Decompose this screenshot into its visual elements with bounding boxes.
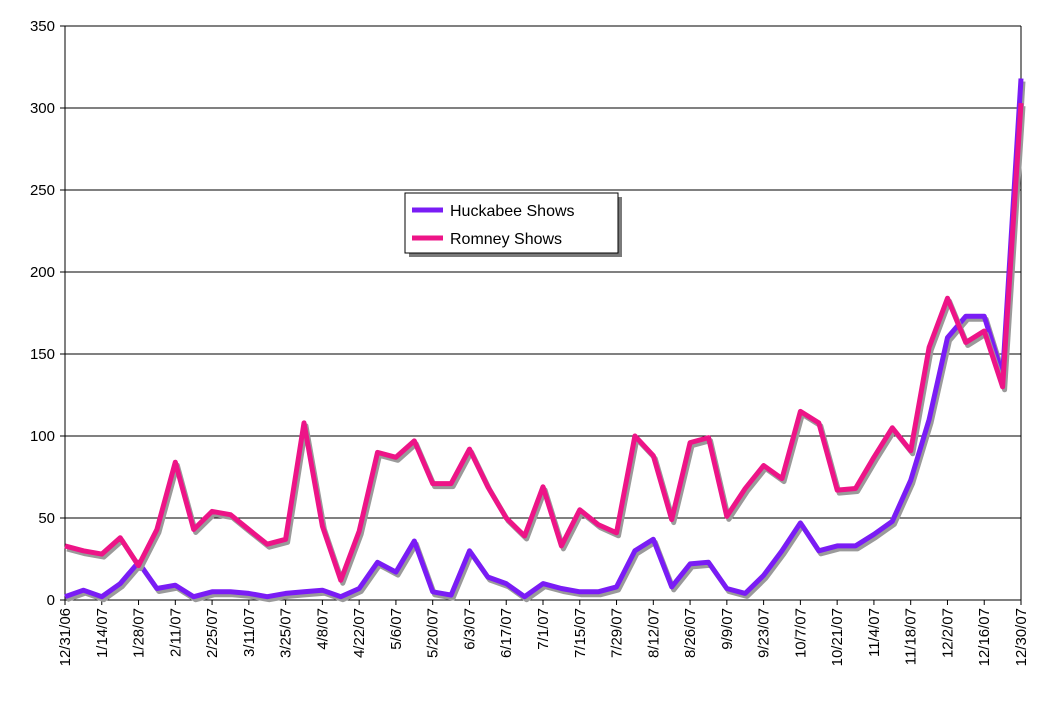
x-tick-label: 6/17/07 xyxy=(498,608,515,658)
x-tick-label: 2/11/07 xyxy=(167,608,184,657)
y-tick-label: 200 xyxy=(30,264,55,281)
x-tick-label: 4/22/07 xyxy=(351,608,368,658)
x-tick-label: 10/21/07 xyxy=(829,608,846,666)
x-tick-label: 5/20/07 xyxy=(425,608,442,658)
x-tick-label: 11/4/07 xyxy=(866,608,883,657)
x-tick-label: 4/8/07 xyxy=(314,608,331,650)
x-tick-label: 7/1/07 xyxy=(535,608,552,650)
x-tick-label: 3/25/07 xyxy=(278,608,295,658)
x-tick-label: 12/2/07 xyxy=(939,608,956,658)
x-tick-label: 5/6/07 xyxy=(388,608,405,650)
x-tick-label: 6/3/07 xyxy=(461,608,478,650)
legend-label-huckabee: Huckabee Shows xyxy=(450,203,575,220)
x-tick-label: 7/15/07 xyxy=(572,608,589,658)
y-tick-label: 350 xyxy=(30,18,55,35)
x-tick-label: 12/30/07 xyxy=(1013,608,1030,666)
x-tick-label: 7/29/07 xyxy=(609,608,626,658)
series-line-romney-shows xyxy=(64,102,1024,583)
x-tick-label: 12/31/06 xyxy=(57,608,74,666)
y-tick-label: 100 xyxy=(30,428,55,445)
legend-box xyxy=(404,192,619,254)
x-tick-label: 2/25/07 xyxy=(204,608,221,658)
x-tick-label: 11/18/07 xyxy=(903,608,920,665)
y-tick-label: 300 xyxy=(30,100,55,117)
series-shadow-0 xyxy=(66,81,1026,603)
legend: Huckabee Shows Romney Shows xyxy=(404,192,622,257)
y-tick-label: 150 xyxy=(30,346,55,363)
y-tick-labels: 0 50 100 150 200 250 300 350 xyxy=(30,18,65,609)
y-tick-label: 0 xyxy=(47,592,55,609)
series-lines xyxy=(64,78,1026,603)
x-tick-label: 3/11/07 xyxy=(241,608,258,657)
x-tick-labels: 12/31/06 1/14/07 1/28/07 2/11/07 2/25/07 3/11… xyxy=(57,600,1030,666)
legend-label-romney: Romney Shows xyxy=(450,231,562,248)
y-tick-label: 50 xyxy=(38,510,55,527)
x-tick-label: 12/16/07 xyxy=(976,608,993,666)
x-tick-label: 8/12/07 xyxy=(645,608,662,658)
x-tick-label: 1/14/07 xyxy=(94,608,111,658)
y-tick-label: 250 xyxy=(30,182,55,199)
x-tick-label: 10/7/07 xyxy=(792,608,809,658)
x-tick-label: 8/26/07 xyxy=(682,608,699,658)
x-tick-label: 9/9/07 xyxy=(719,608,736,650)
gridlines xyxy=(65,25,1021,519)
x-tick-label: 9/23/07 xyxy=(756,608,773,658)
x-tick-label: 1/28/07 xyxy=(131,608,148,658)
series-line-huckabee-shows xyxy=(64,78,1024,600)
